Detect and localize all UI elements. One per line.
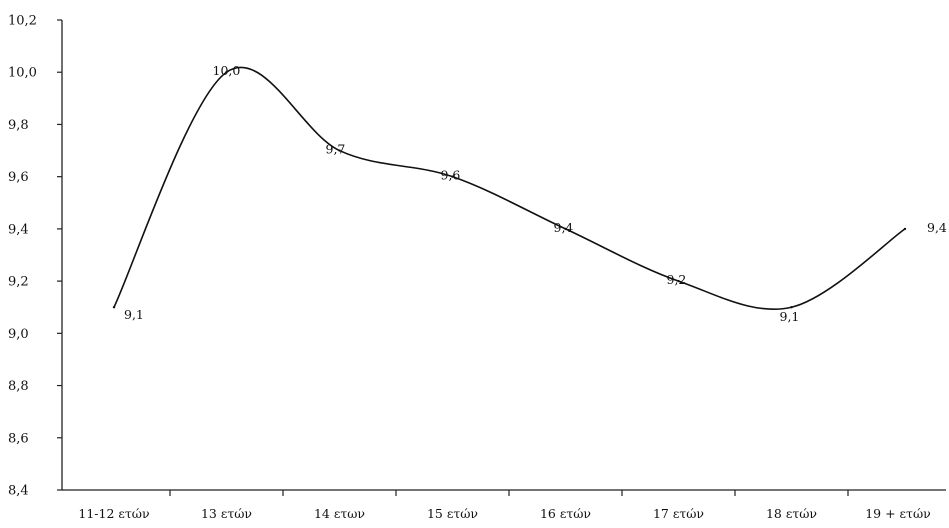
data-label: 9,2 [667, 272, 687, 287]
data-label: 9,1 [124, 307, 144, 322]
x-tick-label: 15 ετών [427, 506, 478, 521]
x-tick-label: 18 ετών [766, 506, 817, 521]
series-line [113, 66, 906, 311]
data-label: 9,4 [927, 220, 947, 235]
y-tick-label: 9,6 [8, 170, 29, 185]
data-point [564, 227, 567, 231]
y-tick-label: 8,4 [8, 484, 29, 499]
x-tick-label: 17 ετών [653, 506, 704, 521]
data-point [225, 71, 228, 74]
data-point [903, 227, 907, 231]
data-point [677, 279, 680, 283]
data-point [451, 175, 454, 178]
x-tick-label: 14 ετων [314, 506, 365, 521]
y-tick-label: 9,8 [8, 118, 29, 133]
x-tick-label: 11-12 ετών [78, 506, 149, 521]
y-tick-label: 9,2 [8, 275, 29, 290]
x-axis: 11-12 ετών 13 ετών 14 ετων 15 ετών 16 ετών 17… [62, 489, 946, 521]
y-tick-label: 9,0 [8, 327, 29, 342]
y-tick-label: 8,6 [8, 431, 29, 446]
y-tick-label: 10,2 [8, 14, 37, 29]
data-label: 9,1 [780, 309, 800, 324]
series [112, 66, 907, 311]
data-label: 9,7 [326, 142, 346, 157]
x-tick-label: 13 ετών [201, 506, 252, 521]
y-tick-label: 10,0 [8, 66, 37, 81]
x-tick-label: 16 ετών [540, 506, 591, 521]
data-labels: 9,1 10,0 9,7 9,6 9,4 9,2 9,1 9,4 [124, 63, 947, 324]
data-point [112, 306, 116, 309]
data-label: 9,4 [554, 220, 574, 235]
data-point [790, 306, 793, 309]
data-point [338, 149, 341, 152]
y-tick-label: 8,8 [8, 379, 29, 394]
data-label: 9,6 [441, 168, 461, 183]
y-axis: 8,4 8,6 8,8 9,0 9,2 9,4 9,6 9,8 10,0 10,2 [8, 14, 63, 499]
data-label: 10,0 [213, 63, 241, 78]
x-tick-label: 19 + ετών [865, 506, 931, 521]
y-tick-label: 9,4 [8, 222, 29, 237]
